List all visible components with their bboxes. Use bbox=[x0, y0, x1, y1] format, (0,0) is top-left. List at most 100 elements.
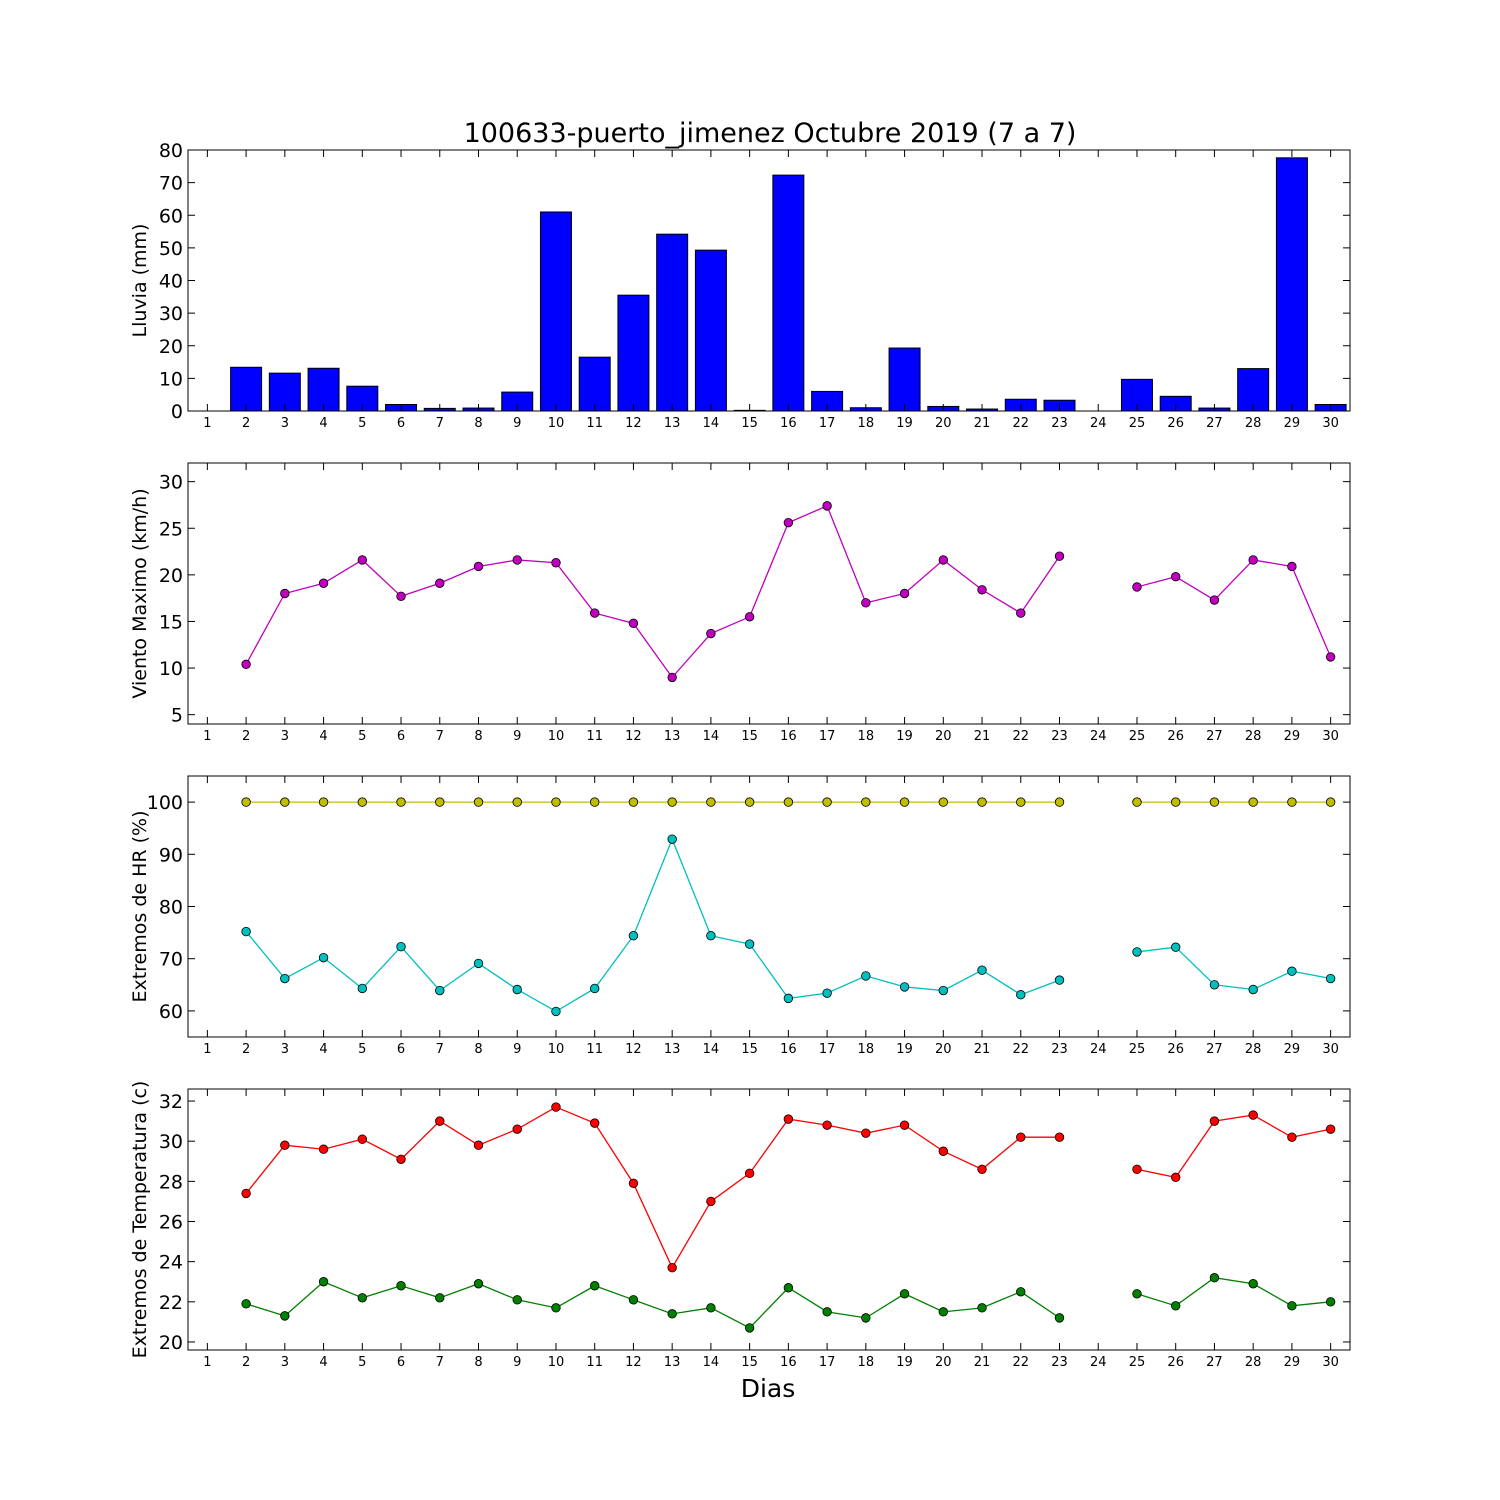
point-day-25 bbox=[1132, 582, 1142, 592]
point-day-6 bbox=[396, 1154, 406, 1164]
point-day-18 bbox=[861, 797, 871, 807]
x-tick-label: 21 bbox=[974, 1355, 991, 1370]
y-tick-label: 15 bbox=[159, 611, 183, 633]
x-tick-label: 1 bbox=[203, 416, 211, 431]
point-day-12 bbox=[628, 618, 639, 629]
point-day-2 bbox=[241, 659, 251, 670]
y-tick-label: 80 bbox=[159, 897, 183, 919]
x-tick-label: 23 bbox=[1051, 729, 1068, 744]
point-day-9 bbox=[512, 1295, 522, 1305]
point-day-14 bbox=[706, 931, 716, 941]
x-tick-label: 7 bbox=[436, 1042, 444, 1057]
point-day-15 bbox=[744, 939, 755, 949]
bar-day-13 bbox=[656, 233, 689, 412]
point-day-30 bbox=[1325, 973, 1336, 984]
point-day-7 bbox=[435, 1293, 445, 1303]
point-day-28 bbox=[1248, 1110, 1258, 1120]
point-day-4 bbox=[318, 797, 329, 807]
x-tick-label: 27 bbox=[1206, 729, 1223, 744]
x-tick-label: 22 bbox=[1012, 416, 1029, 431]
point-day-19 bbox=[899, 797, 910, 807]
point-day-7 bbox=[435, 1116, 445, 1126]
x-tick-label: 10 bbox=[548, 416, 565, 431]
x-tick-label: 8 bbox=[474, 416, 482, 431]
temp-max-series bbox=[241, 1102, 1336, 1273]
x-tick-label: 23 bbox=[1051, 1355, 1068, 1370]
x-tick-label: 3 bbox=[281, 729, 289, 744]
x-tick-label: 9 bbox=[513, 416, 521, 431]
x-tick-label: 10 bbox=[548, 1042, 565, 1057]
bar-day-2 bbox=[230, 366, 263, 412]
hr-max-series bbox=[241, 797, 1336, 807]
point-day-28 bbox=[1248, 555, 1258, 565]
point-day-20 bbox=[938, 985, 949, 996]
x-tick-label: 29 bbox=[1284, 729, 1301, 744]
line-segment-2 bbox=[1136, 1277, 1331, 1307]
y-tick-label: 80 bbox=[159, 140, 183, 162]
x-tick-label: 1 bbox=[203, 729, 211, 744]
x-tick-label: 19 bbox=[896, 729, 913, 744]
x-tick-label: 20 bbox=[935, 1042, 952, 1057]
point-day-27 bbox=[1209, 595, 1220, 605]
x-tick-label: 29 bbox=[1284, 416, 1301, 431]
point-day-21 bbox=[977, 965, 987, 975]
point-day-20 bbox=[938, 1307, 949, 1317]
point-day-4 bbox=[318, 1144, 329, 1154]
x-tick-label: 25 bbox=[1129, 416, 1146, 431]
point-day-11 bbox=[590, 1118, 600, 1128]
x-tick-label: 11 bbox=[586, 729, 603, 744]
point-day-2 bbox=[241, 1299, 251, 1309]
point-day-14 bbox=[706, 797, 716, 807]
point-day-23 bbox=[1054, 1313, 1065, 1323]
point-day-2 bbox=[241, 797, 251, 807]
x-tick-label: 13 bbox=[664, 1042, 681, 1057]
x-tick-label: 22 bbox=[1012, 1042, 1029, 1057]
point-day-19 bbox=[899, 588, 910, 599]
point-day-3 bbox=[280, 1311, 290, 1321]
point-day-26 bbox=[1170, 1172, 1181, 1183]
point-day-13 bbox=[667, 1262, 677, 1273]
y-tick-label: 10 bbox=[159, 368, 183, 390]
x-tick-label: 23 bbox=[1051, 416, 1068, 431]
point-day-30 bbox=[1325, 652, 1336, 662]
x-tick-label: 29 bbox=[1284, 1355, 1301, 1370]
point-day-23 bbox=[1054, 975, 1065, 985]
x-tick-label: 4 bbox=[319, 1355, 327, 1370]
y-tick-label: 25 bbox=[159, 518, 183, 540]
x-tick-label: 6 bbox=[397, 729, 405, 744]
point-day-21 bbox=[977, 797, 987, 807]
y-tick-label: 26 bbox=[159, 1212, 183, 1234]
point-day-22 bbox=[1016, 1287, 1026, 1297]
point-day-16 bbox=[783, 517, 794, 528]
x-tick-label: 2 bbox=[242, 1355, 250, 1370]
bar-day-25 bbox=[1120, 378, 1153, 412]
point-day-9 bbox=[512, 797, 522, 807]
x-tick-label: 11 bbox=[586, 416, 603, 431]
point-day-14 bbox=[706, 1303, 716, 1313]
x-tick-label: 20 bbox=[935, 729, 952, 744]
x-tick-label: 22 bbox=[1012, 729, 1029, 744]
x-tick-label: 19 bbox=[896, 416, 913, 431]
x-tick-label: 18 bbox=[858, 729, 875, 744]
point-day-23 bbox=[1054, 551, 1065, 561]
point-day-16 bbox=[783, 1283, 794, 1293]
x-tick-label: 7 bbox=[436, 416, 444, 431]
x-tick-label: 24 bbox=[1090, 416, 1107, 431]
point-day-29 bbox=[1287, 797, 1297, 807]
point-day-8 bbox=[473, 1279, 484, 1289]
x-tick-label: 30 bbox=[1322, 729, 1339, 744]
point-day-6 bbox=[396, 941, 406, 952]
bar-day-29 bbox=[1275, 157, 1308, 412]
point-day-26 bbox=[1170, 797, 1181, 807]
hr-min-series bbox=[241, 834, 1336, 1017]
x-tick-label: 14 bbox=[703, 729, 720, 744]
point-day-15 bbox=[744, 1168, 755, 1179]
point-day-25 bbox=[1132, 947, 1142, 957]
point-day-12 bbox=[628, 931, 639, 941]
point-day-5 bbox=[357, 983, 368, 994]
x-tick-label: 3 bbox=[281, 1355, 289, 1370]
x-tick-label: 1 bbox=[203, 1355, 211, 1370]
x-tick-label: 14 bbox=[703, 416, 720, 431]
